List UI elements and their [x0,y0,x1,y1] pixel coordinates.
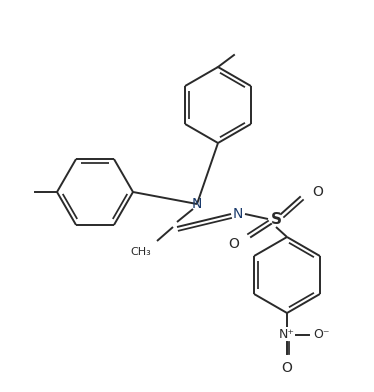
Text: N: N [192,197,202,211]
Text: O: O [282,361,292,375]
Text: S: S [270,212,282,227]
Text: N⁺: N⁺ [279,328,295,341]
Text: N: N [233,207,243,221]
Text: CH₃: CH₃ [130,247,151,257]
Text: O: O [228,237,239,251]
Text: O: O [312,185,323,199]
Text: O⁻: O⁻ [313,328,329,341]
